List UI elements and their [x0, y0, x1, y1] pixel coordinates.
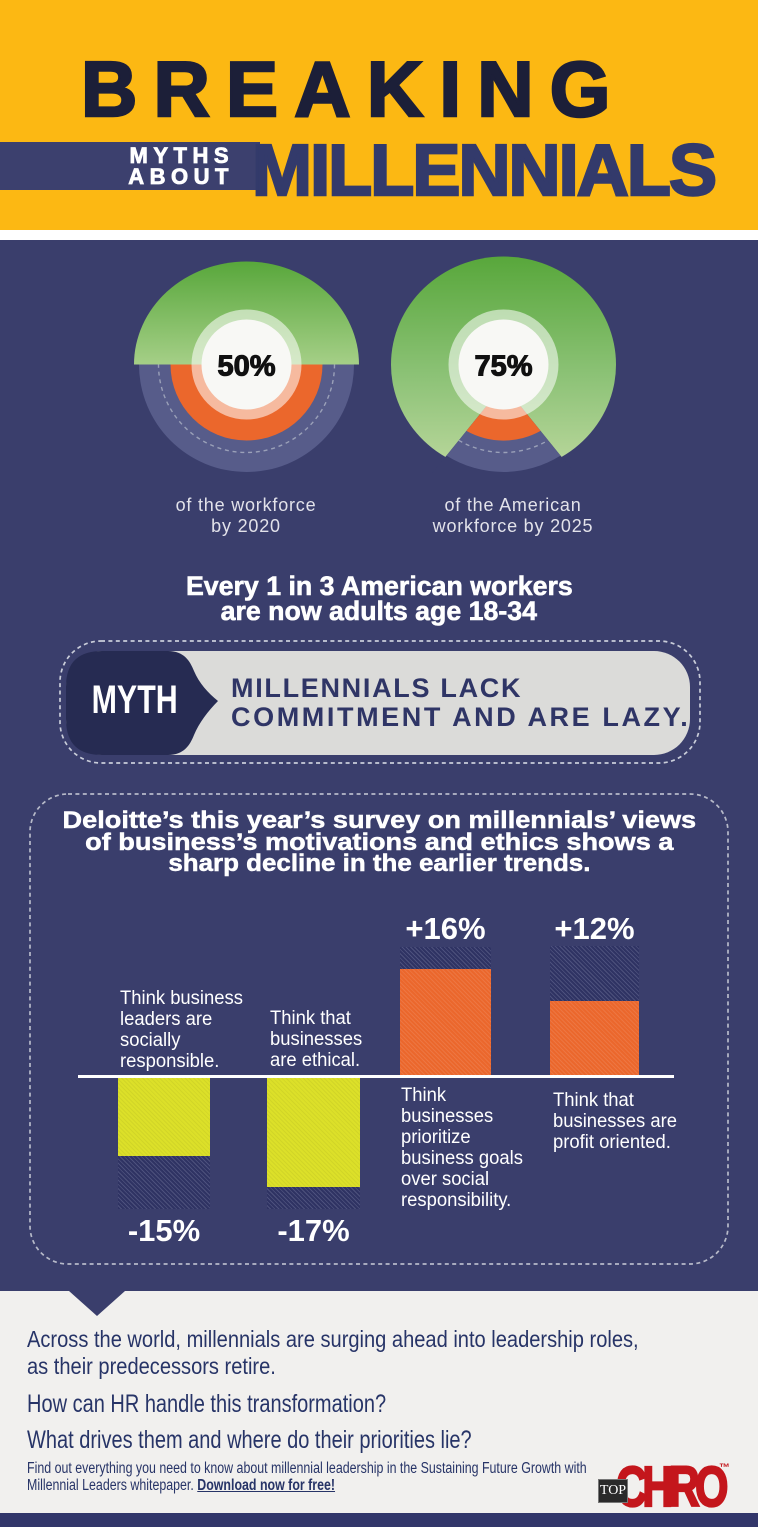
svg-text:50%: 50% — [217, 351, 275, 383]
svg-text:75%: 75% — [474, 351, 532, 383]
